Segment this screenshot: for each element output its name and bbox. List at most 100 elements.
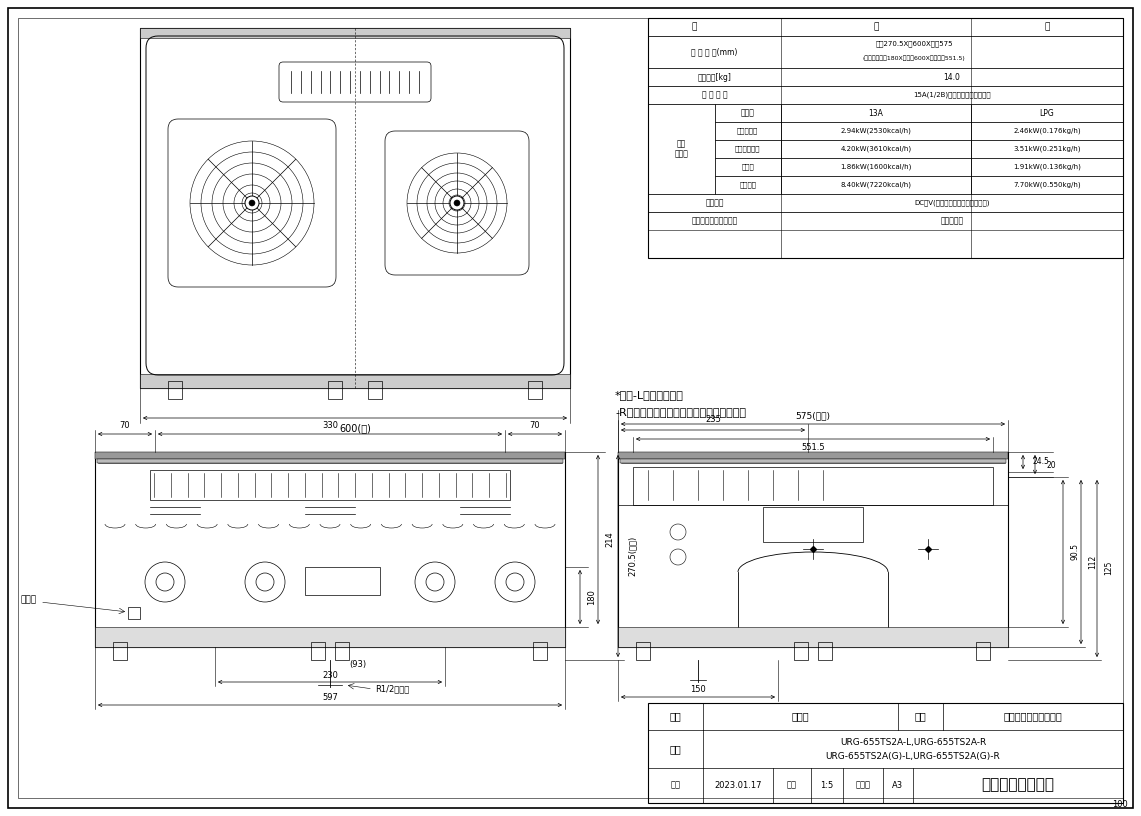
Bar	[369, 381, 382, 399]
Text: URG-655TS2A-L,URG-655TS2A-R: URG-655TS2A-L,URG-655TS2A-R	[840, 738, 986, 747]
Text: 214: 214	[606, 531, 615, 547]
Text: 作成: 作成	[671, 780, 680, 790]
Text: 仕: 仕	[691, 23, 697, 32]
Bar	[763, 507, 863, 542]
Text: 2.46kW(0.176kg/h): 2.46kW(0.176kg/h)	[1013, 128, 1081, 135]
Text: 名称: 名称	[670, 711, 681, 721]
Bar	[335, 642, 349, 660]
Text: 尺度: 尺度	[787, 780, 798, 790]
Text: A3: A3	[892, 780, 904, 790]
Text: 70: 70	[120, 422, 130, 431]
Text: 100: 100	[1112, 800, 1128, 809]
Bar	[636, 642, 650, 660]
Text: 2023.01.17: 2023.01.17	[714, 780, 762, 790]
Text: LPG: LPG	[1039, 109, 1054, 118]
Bar	[140, 28, 570, 388]
Bar	[794, 642, 808, 660]
Text: 型式: 型式	[670, 744, 681, 754]
Bar	[618, 627, 1008, 647]
Text: 330: 330	[322, 422, 338, 431]
Bar	[971, 122, 1123, 140]
Text: 表: 表	[1044, 23, 1050, 32]
Text: サイズ: サイズ	[856, 780, 871, 790]
Bar	[648, 212, 1123, 230]
Bar	[714, 176, 780, 194]
Bar	[780, 176, 971, 194]
Text: ガス種: ガス種	[741, 109, 754, 118]
Bar	[648, 703, 1123, 803]
Bar	[620, 459, 1006, 463]
Text: URG-655TS2A(G)-L,URG-655TS2A(G)-R: URG-655TS2A(G)-L,URG-655TS2A(G)-R	[826, 752, 1001, 761]
Text: 597: 597	[322, 693, 338, 702]
Text: (93): (93)	[349, 660, 366, 669]
Bar	[648, 104, 714, 194]
Text: 標準コンロ: 標準コンロ	[737, 127, 759, 135]
Text: 230: 230	[322, 671, 338, 680]
Text: ステンレス: ステンレス	[940, 216, 963, 225]
Text: 24.5: 24.5	[1033, 458, 1050, 467]
Text: 70: 70	[529, 422, 541, 431]
Text: *図は-Lタイプです。: *図は-Lタイプです。	[615, 390, 683, 400]
Bar	[95, 627, 565, 647]
Circle shape	[245, 196, 259, 210]
Text: 270.5(高さ): 270.5(高さ)	[628, 536, 637, 576]
Bar	[633, 467, 993, 505]
Bar	[305, 567, 380, 595]
Text: 外観図: 外観図	[792, 711, 809, 721]
Text: 1.91kW(0.136kg/h): 1.91kW(0.136kg/h)	[1013, 164, 1081, 171]
Bar	[149, 470, 510, 500]
Bar	[714, 158, 780, 176]
Bar	[528, 381, 542, 399]
Bar	[648, 194, 1123, 212]
Text: 8.40kW(7220kcal/h): 8.40kW(7220kcal/h)	[841, 182, 912, 188]
Text: 2.94kW(2530kcal/h): 2.94kW(2530kcal/h)	[841, 128, 912, 135]
Bar	[818, 642, 832, 660]
Bar	[140, 374, 570, 388]
Bar	[140, 28, 570, 38]
Text: 180: 180	[588, 589, 597, 605]
Bar	[976, 642, 990, 660]
Text: 235: 235	[705, 415, 721, 424]
Text: 外 形 寸 法(mm): 外 形 寸 法(mm)	[691, 47, 738, 56]
Circle shape	[249, 200, 254, 206]
Bar	[113, 642, 127, 660]
Text: R1/2オネジ: R1/2オネジ	[375, 685, 410, 694]
Circle shape	[450, 196, 464, 210]
Bar	[971, 158, 1123, 176]
Bar	[327, 381, 342, 399]
Text: 600(幅): 600(幅)	[339, 423, 371, 433]
Text: 全点火時: 全点火時	[739, 182, 756, 188]
Text: 強火力コンロ: 強火力コンロ	[735, 146, 761, 153]
Text: 112: 112	[1089, 555, 1098, 569]
Text: 乾電池: 乾電池	[21, 596, 37, 605]
Text: グリル: グリル	[742, 164, 754, 171]
Bar	[95, 452, 565, 459]
Text: -Rタイプは左右バーナが入れ替わります。: -Rタイプは左右バーナが入れ替わります。	[615, 407, 746, 417]
Bar	[648, 68, 1123, 86]
Text: リンナイ株式会社: リンナイ株式会社	[981, 778, 1054, 792]
Bar	[971, 176, 1123, 194]
Text: 15A(1/2B)鋼管又は金属可とう管: 15A(1/2B)鋼管又は金属可とう管	[913, 91, 990, 98]
Text: 1:5: 1:5	[820, 780, 834, 790]
Circle shape	[454, 200, 460, 206]
Text: (天板上面高さ180X天板幅600X天板奥行551.5): (天板上面高さ180X天板幅600X天板奥行551.5)	[863, 55, 965, 61]
Bar	[311, 642, 325, 660]
Bar	[780, 122, 971, 140]
Text: 150: 150	[690, 685, 706, 694]
Text: 125: 125	[1104, 561, 1114, 575]
Bar	[168, 381, 183, 399]
Text: 14.0: 14.0	[944, 73, 961, 82]
Text: 質　　量[kg]: 質 量[kg]	[697, 73, 731, 82]
Bar	[971, 140, 1123, 158]
Text: 551.5: 551.5	[801, 442, 825, 451]
Text: 90.5: 90.5	[1070, 543, 1079, 561]
Bar	[97, 459, 563, 463]
Text: ガス
消費量: ガス 消費量	[674, 140, 688, 158]
Text: 3.51kW(0.251kg/h): 3.51kW(0.251kg/h)	[1013, 146, 1081, 153]
Bar	[618, 452, 1008, 647]
Bar	[618, 452, 1008, 459]
Bar	[648, 86, 1123, 104]
Bar	[648, 18, 1123, 258]
Bar	[714, 104, 780, 122]
Text: キャビネット型コンロ: キャビネット型コンロ	[1004, 711, 1062, 721]
